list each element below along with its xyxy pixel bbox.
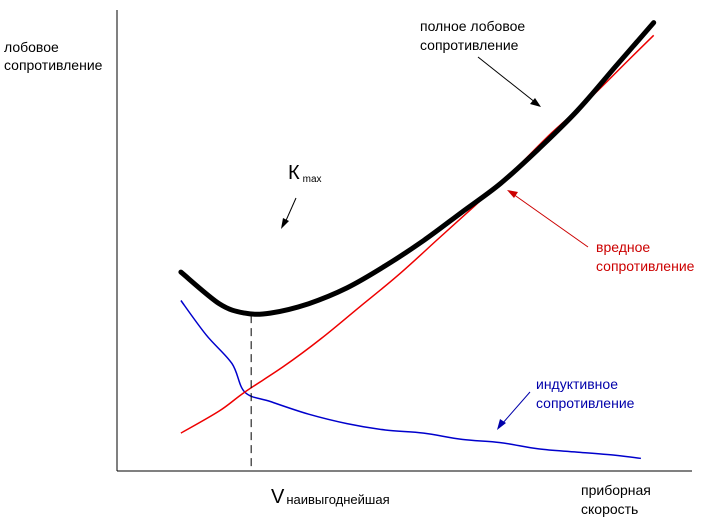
induced-leader: [501, 391, 531, 425]
y-axis-label-line1: лобовое: [4, 39, 59, 55]
total-arrowhead: [530, 98, 541, 107]
kmax-sub: max: [303, 174, 322, 185]
series-line-parasitic: [180, 34, 655, 434]
total-leader: [477, 56, 537, 104]
parasitic-label-line2: сопротивление: [596, 258, 695, 274]
series-line-induced: [180, 300, 642, 460]
parasitic-label-line1: вредное: [596, 239, 650, 255]
kmax-main: К: [288, 162, 300, 184]
v-best-sub: наивыгоднейшая: [286, 492, 389, 507]
x-axis-label-line2: скорость: [581, 501, 638, 517]
kmax-arrowhead: [281, 218, 289, 229]
induced-label-line1: индуктивное: [536, 376, 618, 392]
induced-arrowhead: [497, 419, 506, 430]
parasitic-leader: [512, 193, 589, 248]
series-line-total: [178, 20, 657, 317]
y-axis-label-line2: сопротивление: [4, 57, 103, 73]
induced-label-line2: сопротивление: [536, 395, 635, 411]
parasitic-arrowhead: [507, 190, 518, 198]
x-axis-label-line1: приборная: [581, 482, 651, 498]
total-label-line2: сопротивление: [420, 37, 519, 53]
total-label-line1: полное лобовое: [420, 18, 525, 34]
v-best-main: V: [271, 486, 285, 508]
